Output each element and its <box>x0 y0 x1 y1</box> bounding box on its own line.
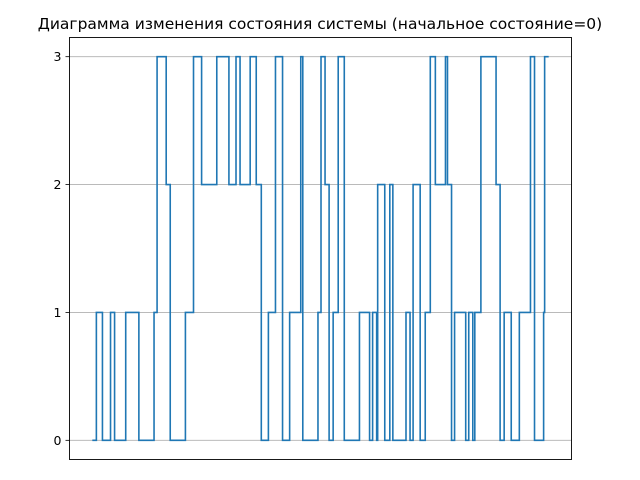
y-tick-label-1: 1 <box>54 305 62 320</box>
y-tick-label-0: 0 <box>54 433 62 448</box>
y-tick-label-2: 2 <box>54 177 62 192</box>
y-axis: 0 1 2 3 <box>54 49 70 448</box>
plot-area <box>92 55 549 442</box>
y-tick-label-3: 3 <box>54 49 62 64</box>
state-series-line <box>92 55 549 442</box>
chart-title: Диаграмма изменения состояния системы (н… <box>38 15 602 33</box>
plot-frame <box>69 37 572 460</box>
